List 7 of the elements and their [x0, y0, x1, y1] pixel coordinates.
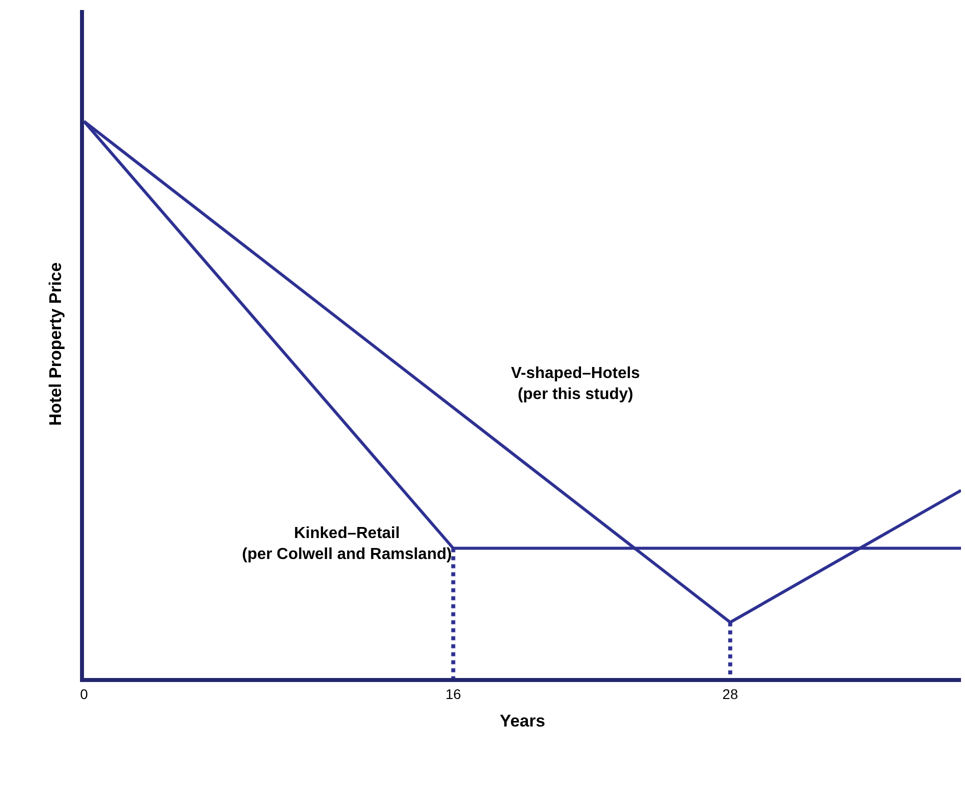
y-axis-title: Hotel Property Price — [46, 262, 66, 426]
x-axis-title: Years — [500, 712, 546, 731]
annotation: V-shaped–Hotels (per this study) — [511, 365, 640, 403]
annotation: Kinked–Retail (per Colwell and Ramsland) — [242, 525, 452, 563]
x-tick-label: 16 — [445, 686, 462, 702]
x-tick-label: 28 — [722, 686, 738, 702]
x-tick-label: 0 — [80, 686, 88, 702]
